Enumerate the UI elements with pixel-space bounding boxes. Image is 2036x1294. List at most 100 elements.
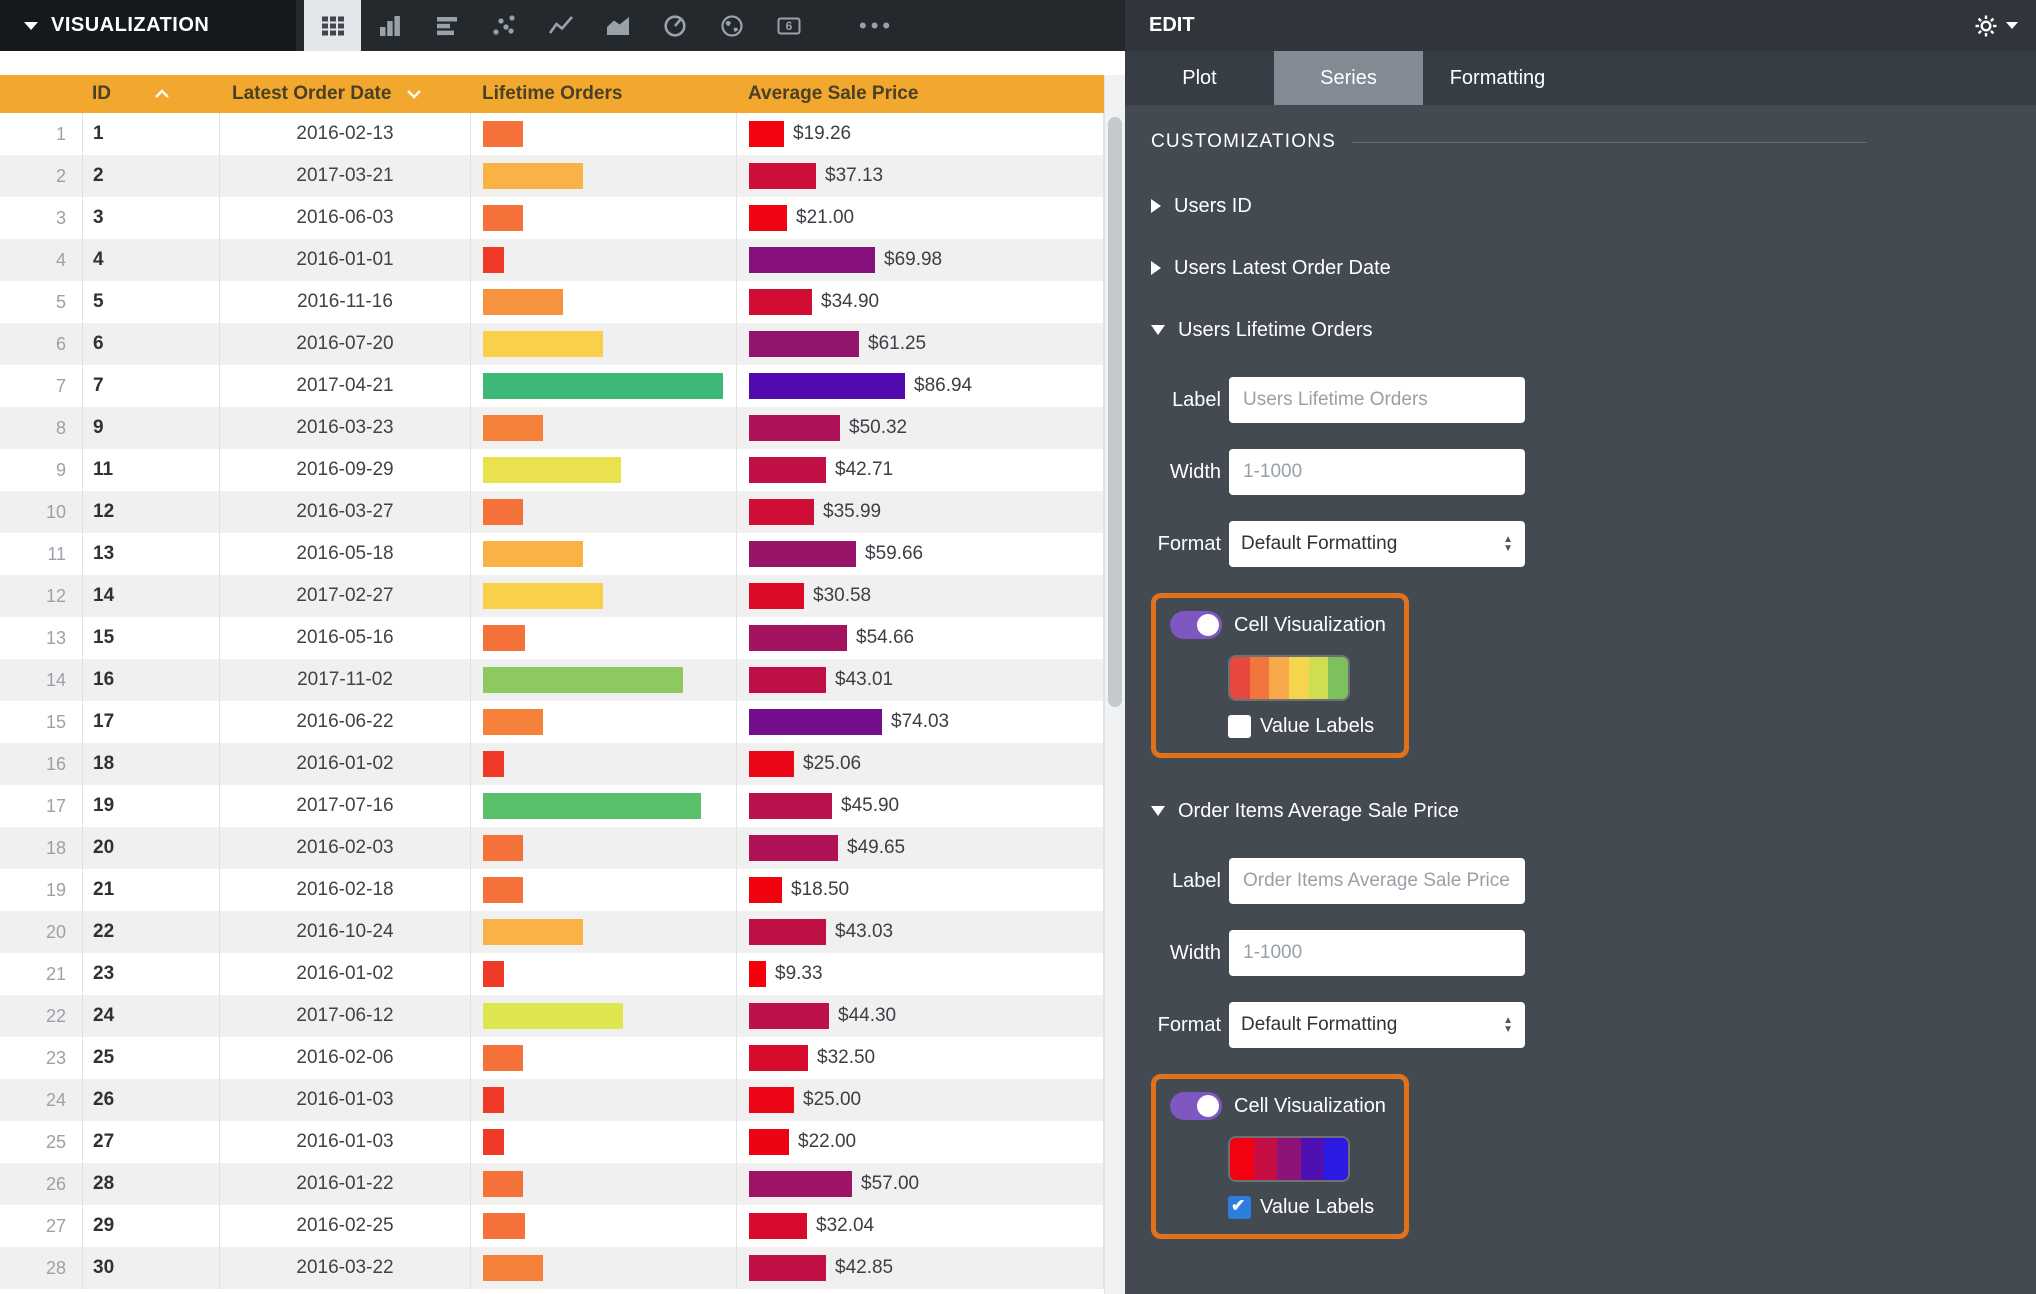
more-viz-types-button[interactable]: ••• xyxy=(859,12,895,38)
cell-lifetime-orders[interactable] xyxy=(470,449,736,491)
cell-id[interactable]: 30 xyxy=(82,1247,219,1289)
cell-date[interactable]: 2016-01-03 xyxy=(219,1121,470,1163)
cell-date[interactable]: 2016-10-24 xyxy=(219,911,470,953)
cell-date[interactable]: 2017-07-16 xyxy=(219,785,470,827)
cell-average-sale-price[interactable]: $18.50 xyxy=(736,869,1104,911)
cell-lifetime-orders[interactable] xyxy=(470,491,736,533)
cell-date[interactable]: 2016-01-02 xyxy=(219,953,470,995)
cell-lifetime-orders[interactable] xyxy=(470,1079,736,1121)
tab-plot[interactable]: Plot xyxy=(1182,66,1217,89)
cell-id[interactable]: 15 xyxy=(82,617,219,659)
width-input[interactable] xyxy=(1229,930,1525,976)
cell-id[interactable]: 28 xyxy=(82,1163,219,1205)
area-chart-icon[interactable] xyxy=(589,0,646,51)
cell-lifetime-orders[interactable] xyxy=(470,1205,736,1247)
cell-id[interactable]: 27 xyxy=(82,1121,219,1163)
cell-date[interactable]: 2017-02-27 xyxy=(219,575,470,617)
cell-date[interactable]: 2017-04-21 xyxy=(219,365,470,407)
value-labels-checkbox[interactable] xyxy=(1228,715,1251,738)
cell-average-sale-price[interactable]: $49.65 xyxy=(736,827,1104,869)
cell-date[interactable]: 2017-03-21 xyxy=(219,155,470,197)
cell-average-sale-price[interactable]: $37.13 xyxy=(736,155,1104,197)
cell-id[interactable]: 6 xyxy=(82,323,219,365)
cell-lifetime-orders[interactable] xyxy=(470,1163,736,1205)
cell-lifetime-orders[interactable] xyxy=(470,1247,736,1289)
header-average-sale-price[interactable]: Average Sale Price xyxy=(736,75,1104,113)
cell-date[interactable]: 2017-11-02 xyxy=(219,659,470,701)
cell-average-sale-price[interactable]: $43.03 xyxy=(736,911,1104,953)
cell-lifetime-orders[interactable] xyxy=(470,659,736,701)
cell-date[interactable]: 2016-03-27 xyxy=(219,491,470,533)
pie-chart-icon[interactable] xyxy=(646,0,703,51)
section-users-id[interactable]: Users ID xyxy=(1151,191,1867,221)
cell-lifetime-orders[interactable] xyxy=(470,197,736,239)
cell-lifetime-orders[interactable] xyxy=(470,827,736,869)
cell-lifetime-orders[interactable] xyxy=(470,785,736,827)
cell-id[interactable]: 5 xyxy=(82,281,219,323)
cell-date[interactable]: 2016-03-23 xyxy=(219,407,470,449)
cell-id[interactable]: 7 xyxy=(82,365,219,407)
cell-lifetime-orders[interactable] xyxy=(470,995,736,1037)
cell-date[interactable]: 2016-02-03 xyxy=(219,827,470,869)
cell-lifetime-orders[interactable] xyxy=(470,1037,736,1079)
cell-lifetime-orders[interactable] xyxy=(470,743,736,785)
palette-swatch[interactable] xyxy=(1228,1136,1350,1182)
cell-id[interactable]: 21 xyxy=(82,869,219,911)
header-lifetime-orders[interactable]: Lifetime Orders xyxy=(470,75,736,113)
single-value-icon[interactable]: 6 xyxy=(760,0,817,51)
cell-id[interactable]: 17 xyxy=(82,701,219,743)
cell-id[interactable]: 22 xyxy=(82,911,219,953)
cell-date[interactable]: 2016-01-22 xyxy=(219,1163,470,1205)
palette-swatch[interactable] xyxy=(1228,655,1350,701)
tab-formatting[interactable]: Formatting xyxy=(1449,66,1546,89)
cell-id[interactable]: 14 xyxy=(82,575,219,617)
cell-date[interactable]: 2017-06-12 xyxy=(219,995,470,1037)
table-scrollbar[interactable] xyxy=(1104,75,1125,1294)
section-users-lifetime-orders[interactable]: Users Lifetime Orders xyxy=(1151,315,1867,345)
scatter-plot-icon[interactable] xyxy=(475,0,532,51)
cell-id[interactable]: 13 xyxy=(82,533,219,575)
cell-date[interactable]: 2016-09-29 xyxy=(219,449,470,491)
line-chart-icon[interactable] xyxy=(532,0,589,51)
cell-id[interactable]: 2 xyxy=(82,155,219,197)
section-users-latest-order-date[interactable]: Users Latest Order Date xyxy=(1151,253,1867,283)
cell-date[interactable]: 2016-02-18 xyxy=(219,869,470,911)
cell-lifetime-orders[interactable] xyxy=(470,533,736,575)
cell-average-sale-price[interactable]: $32.50 xyxy=(736,1037,1104,1079)
cell-id[interactable]: 24 xyxy=(82,995,219,1037)
cell-id[interactable]: 9 xyxy=(82,407,219,449)
cell-average-sale-price[interactable]: $59.66 xyxy=(736,533,1104,575)
tab-series[interactable]: Series xyxy=(1274,51,1423,105)
format-select[interactable]: Default Formatting ▲ ▼ xyxy=(1229,1002,1525,1048)
width-input[interactable] xyxy=(1229,449,1525,495)
cell-id[interactable]: 18 xyxy=(82,743,219,785)
cell-lifetime-orders[interactable] xyxy=(470,323,736,365)
cell-average-sale-price[interactable]: $61.25 xyxy=(736,323,1104,365)
cell-id[interactable]: 11 xyxy=(82,449,219,491)
cell-average-sale-price[interactable]: $42.85 xyxy=(736,1247,1104,1289)
cell-id[interactable]: 1 xyxy=(82,113,219,155)
cell-date[interactable]: 2016-01-01 xyxy=(219,239,470,281)
column-chart-icon[interactable] xyxy=(361,0,418,51)
cell-average-sale-price[interactable]: $25.06 xyxy=(736,743,1104,785)
cell-id[interactable]: 26 xyxy=(82,1079,219,1121)
cell-lifetime-orders[interactable] xyxy=(470,281,736,323)
visualization-menu[interactable]: VISUALIZATION xyxy=(0,0,296,51)
cell-date[interactable]: 2016-02-25 xyxy=(219,1205,470,1247)
cell-date[interactable]: 2016-06-03 xyxy=(219,197,470,239)
cell-average-sale-price[interactable]: $30.58 xyxy=(736,575,1104,617)
cell-lifetime-orders[interactable] xyxy=(470,617,736,659)
cell-average-sale-price[interactable]: $50.32 xyxy=(736,407,1104,449)
cell-lifetime-orders[interactable] xyxy=(470,701,736,743)
cell-date[interactable]: 2016-06-22 xyxy=(219,701,470,743)
cell-average-sale-price[interactable]: $25.00 xyxy=(736,1079,1104,1121)
cell-average-sale-price[interactable]: $19.26 xyxy=(736,113,1104,155)
cell-date[interactable]: 2016-07-20 xyxy=(219,323,470,365)
cell-average-sale-price[interactable]: $22.00 xyxy=(736,1121,1104,1163)
cell-date[interactable]: 2016-02-13 xyxy=(219,113,470,155)
cell-id[interactable]: 4 xyxy=(82,239,219,281)
bar-chart-icon[interactable] xyxy=(418,0,475,51)
cell-average-sale-price[interactable]: $35.99 xyxy=(736,491,1104,533)
cell-average-sale-price[interactable]: $45.90 xyxy=(736,785,1104,827)
cell-average-sale-price[interactable]: $44.30 xyxy=(736,995,1104,1037)
